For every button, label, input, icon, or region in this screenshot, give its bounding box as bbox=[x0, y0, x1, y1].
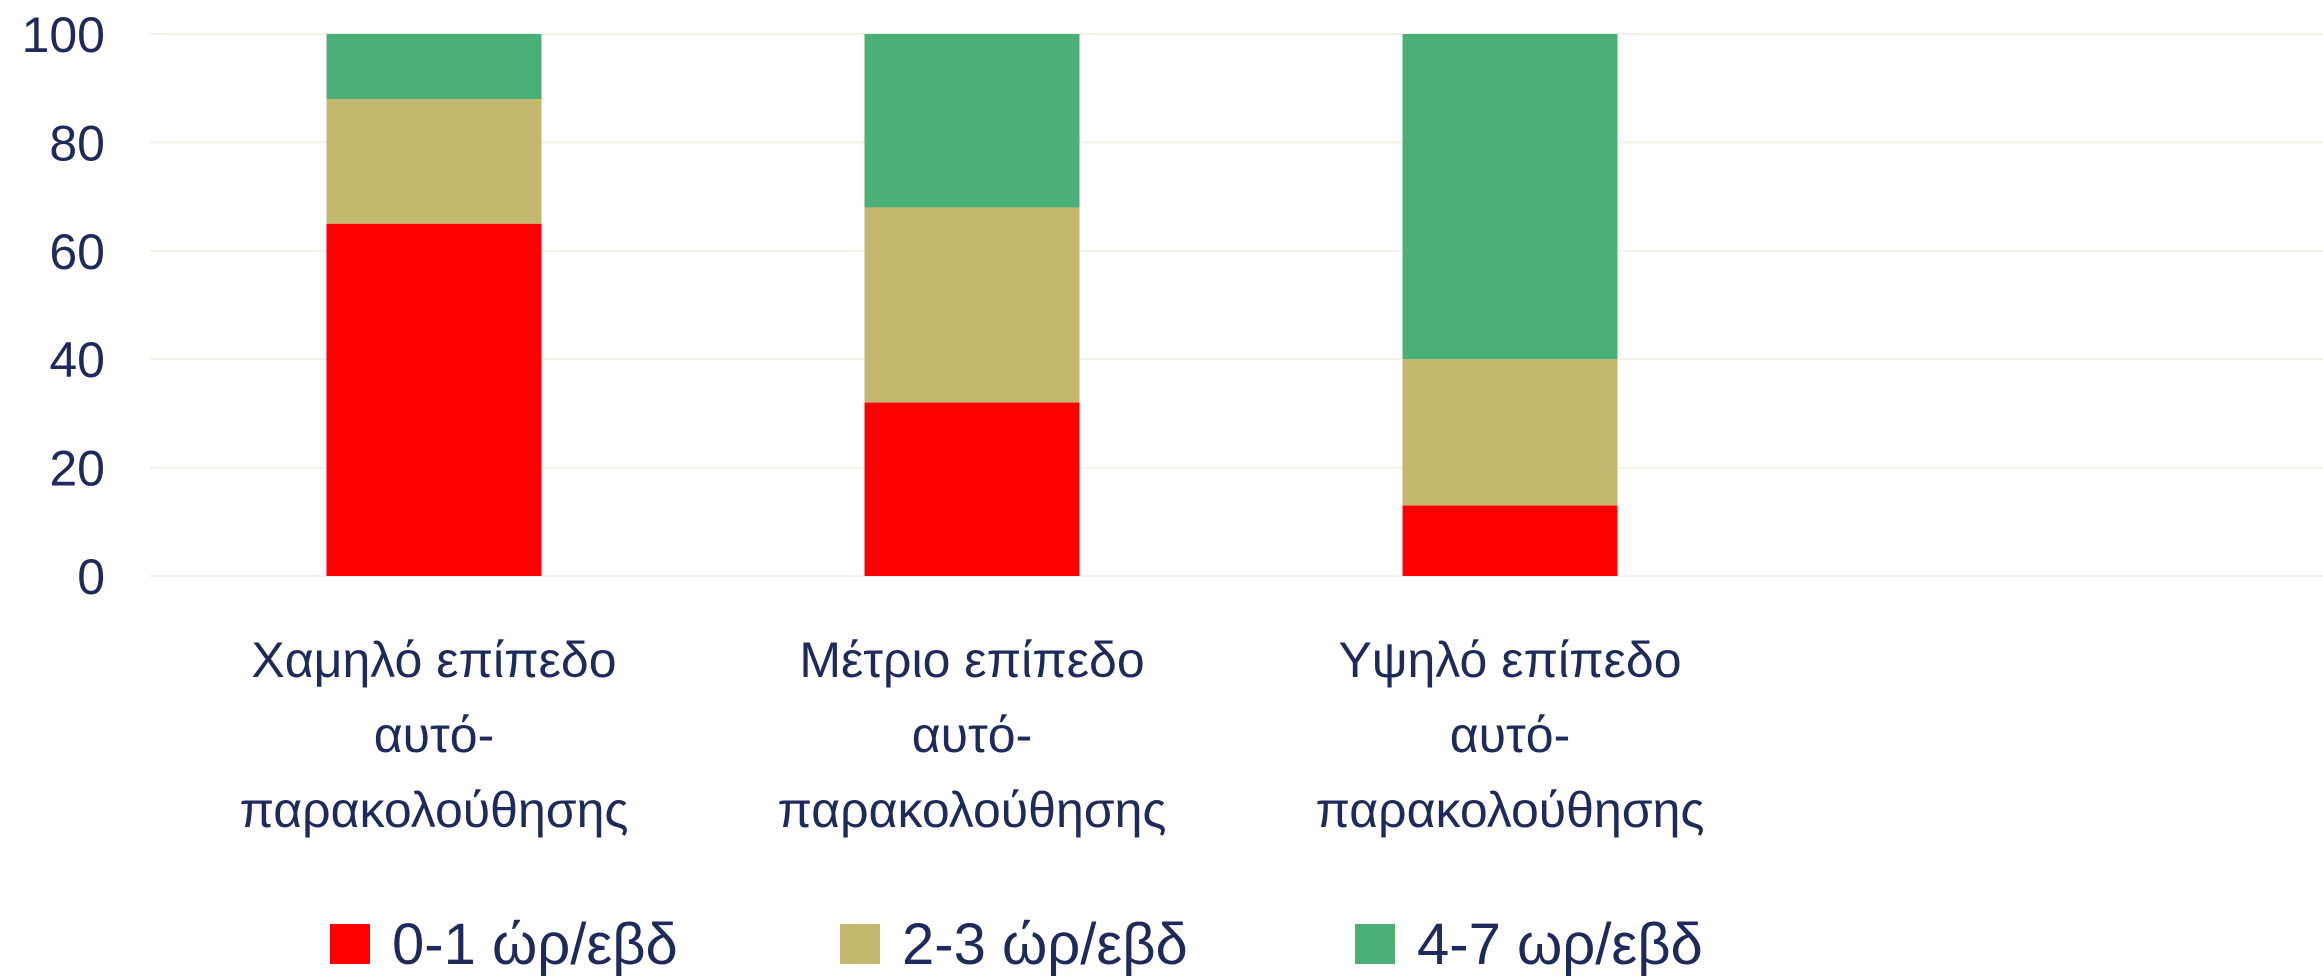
category-label: αυτό- bbox=[912, 707, 1032, 763]
bar-segment-1-3 bbox=[326, 34, 542, 100]
category-label: Χαμηλό επίπεδο bbox=[251, 632, 616, 688]
category-label: παρακολούθησης bbox=[1315, 782, 1704, 838]
bar-segment-3-3 bbox=[1402, 34, 1618, 360]
bar-segment-2-2 bbox=[864, 207, 1080, 403]
category-label: Μέτριο επίπεδο bbox=[799, 632, 1144, 688]
category-label: παρακολούθησης bbox=[239, 782, 628, 838]
legend: 0-1 ώρ/εβδ 2-3 ώρ/εβδ 4-7 ωρ/εβδ bbox=[330, 912, 1703, 977]
y-tick-label: 20 bbox=[49, 441, 105, 497]
category-label: αυτό- bbox=[1450, 707, 1570, 763]
y-tick-label: 60 bbox=[49, 224, 105, 280]
legend-swatch bbox=[330, 924, 370, 964]
y-tick-label: 0 bbox=[77, 549, 105, 605]
y-tick-label: 100 bbox=[22, 7, 105, 63]
category-label: αυτό- bbox=[374, 707, 494, 763]
bar-segment-2-1 bbox=[864, 402, 1080, 576]
y-tick-label: 80 bbox=[49, 115, 105, 171]
legend-swatch bbox=[1355, 924, 1395, 964]
bar-segment-1-2 bbox=[326, 99, 542, 224]
legend-label: 2-3 ώρ/εβδ bbox=[902, 912, 1188, 977]
bar-segment-3-1 bbox=[1402, 505, 1618, 576]
x-axis-categories: Χαμηλό επίπεδο αυτό-παρακολούθησης Μέτριο … bbox=[239, 632, 1704, 838]
bars bbox=[326, 34, 1618, 576]
category-label: Υψηλό επίπεδο bbox=[1338, 632, 1681, 688]
legend-label: 0-1 ώρ/εβδ bbox=[392, 912, 678, 977]
y-axis-ticks: 0 20 40 60 80 100 bbox=[22, 7, 105, 605]
legend-label: 4-7 ωρ/εβδ bbox=[1417, 912, 1703, 977]
bar-segment-1-1 bbox=[326, 223, 542, 576]
bar-segment-2-3 bbox=[864, 34, 1080, 208]
category-label: παρακολούθησης bbox=[777, 782, 1166, 838]
y-tick-label: 40 bbox=[49, 332, 105, 388]
legend-swatch bbox=[840, 924, 880, 964]
bar-segment-3-2 bbox=[1402, 359, 1618, 506]
